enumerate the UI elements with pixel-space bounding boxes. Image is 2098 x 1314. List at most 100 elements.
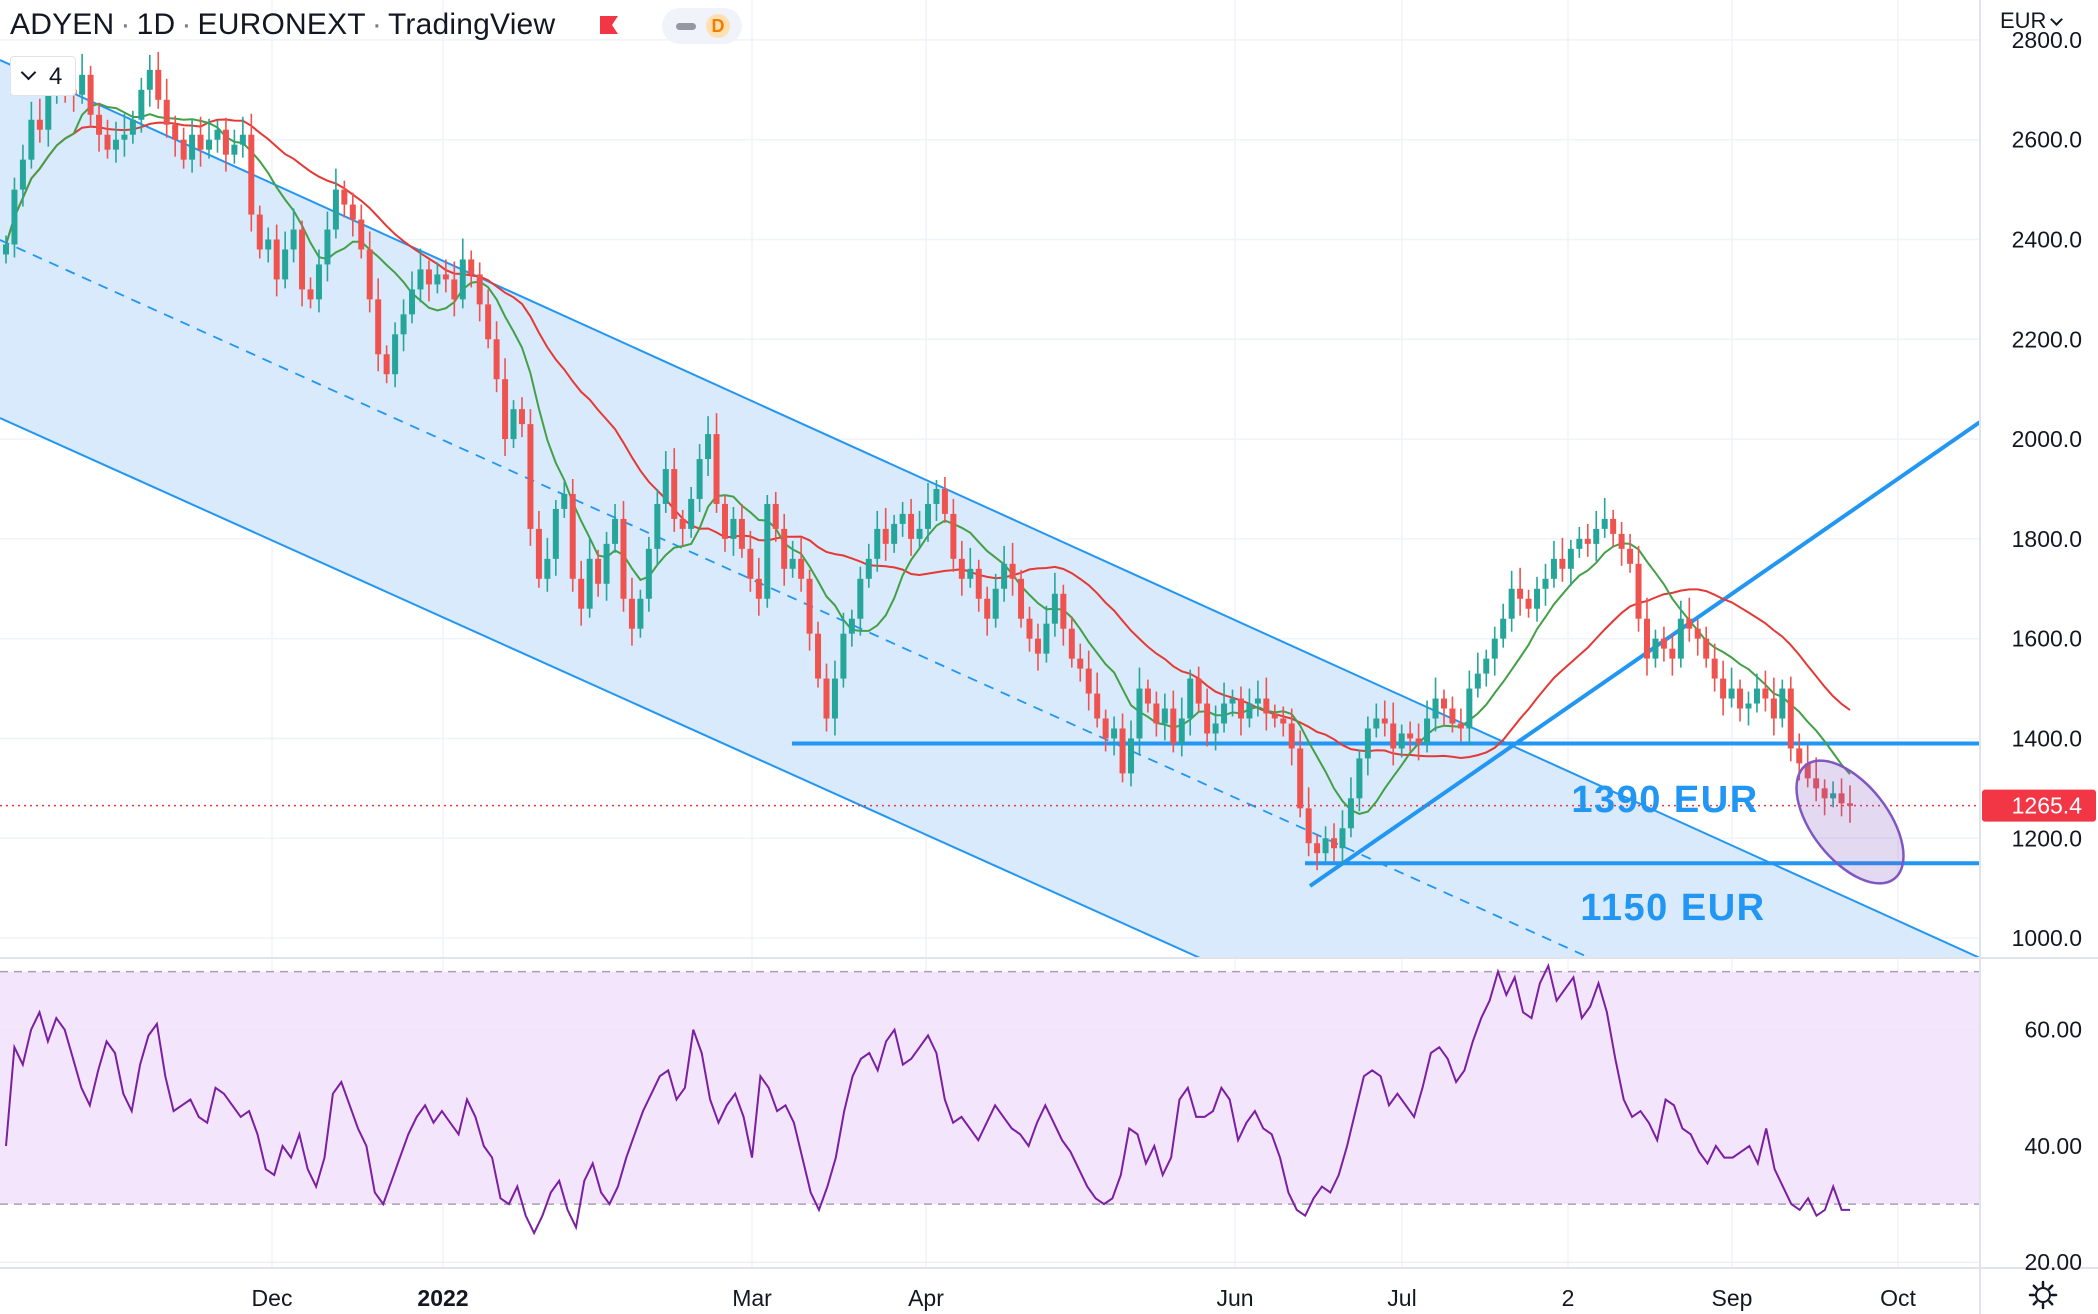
- currency-selector[interactable]: EUR: [2000, 8, 2064, 34]
- candle: [908, 498, 915, 556]
- candle: [1728, 667, 1735, 708]
- time-tick-label: Oct: [1880, 1285, 1916, 1311]
- descending-channel: [0, 59, 1982, 959]
- candle: [299, 220, 306, 307]
- candle: [1804, 745, 1811, 788]
- candle: [1068, 616, 1075, 668]
- moving-average-slow: [5, 118, 1851, 760]
- candle: [11, 177, 18, 258]
- candle: [781, 513, 788, 586]
- candle: [1364, 716, 1371, 776]
- candle: [1373, 703, 1380, 738]
- candle: [1407, 721, 1414, 752]
- candle: [476, 262, 483, 322]
- candle: [865, 543, 872, 588]
- candle: [1026, 606, 1033, 652]
- price-tick-label: 1400.0: [2012, 725, 2082, 751]
- candle: [332, 168, 339, 239]
- candle: [1229, 689, 1236, 717]
- candle: [1237, 686, 1244, 736]
- time-tick-label: 2: [1562, 1285, 1575, 1311]
- flag-icon[interactable]: [598, 14, 620, 36]
- candle: [561, 481, 568, 518]
- candle: [290, 208, 297, 263]
- candle: [1288, 708, 1295, 766]
- candle: [595, 549, 602, 597]
- candle: [1711, 643, 1718, 692]
- candle: [1559, 537, 1566, 582]
- candle: [180, 127, 187, 169]
- minus-icon: [676, 23, 696, 30]
- candle: [409, 271, 416, 324]
- candle: [1085, 650, 1092, 711]
- candle: [1745, 691, 1752, 726]
- candle: [1847, 785, 1853, 823]
- delayed-badge: D: [706, 14, 730, 38]
- candle: [1314, 834, 1321, 871]
- candle: [129, 110, 136, 144]
- rsi-tick-label: 60.00: [2024, 1017, 2082, 1043]
- candle: [1576, 526, 1583, 558]
- candle: [916, 510, 923, 548]
- candle: [755, 557, 762, 616]
- candle: [1762, 670, 1769, 712]
- highlight-ellipse: [1795, 759, 1905, 885]
- candle: [1720, 660, 1727, 716]
- time-tick-label: Jul: [1387, 1285, 1416, 1311]
- candle: [958, 540, 965, 596]
- annotations: 1390 EUR 1150 EUR: [1571, 759, 1905, 929]
- candle: [713, 413, 720, 513]
- candle: [1339, 810, 1346, 866]
- price-tick-label: 1800.0: [2012, 526, 2082, 552]
- candle: [1051, 572, 1058, 637]
- rsi-line: [5, 962, 1850, 1236]
- support-levels: [0, 741, 1980, 866]
- candle: [628, 577, 635, 646]
- candle: [1567, 539, 1574, 586]
- candle: [1770, 677, 1777, 736]
- symbol-header[interactable]: ADYEN · 1D · EURONEXT · TradingView: [10, 8, 555, 42]
- candle: [1643, 597, 1650, 676]
- candle: [315, 249, 322, 313]
- candle: [1077, 643, 1084, 682]
- candle: [882, 507, 889, 561]
- candle: [679, 509, 686, 546]
- candle: [688, 486, 695, 538]
- candle: [1119, 713, 1126, 783]
- candle: [36, 98, 43, 143]
- candle: [1128, 720, 1135, 787]
- price-tick-label: 2000.0: [2012, 426, 2082, 452]
- candle: [975, 559, 982, 612]
- gear-icon[interactable]: [2028, 1280, 2058, 1310]
- candle: [941, 477, 948, 523]
- candle: [1381, 700, 1388, 737]
- candle: [1043, 605, 1050, 663]
- candle: [349, 192, 356, 237]
- candle: [1009, 542, 1016, 596]
- candle: [79, 53, 86, 104]
- candle: [1415, 723, 1422, 761]
- candle: [730, 506, 737, 556]
- candle: [1322, 826, 1329, 863]
- market-status-pill[interactable]: D: [662, 8, 742, 44]
- candle: [535, 510, 542, 588]
- rsi-band: [0, 971, 1980, 1205]
- candle: [1779, 679, 1786, 728]
- candle: [1178, 697, 1185, 757]
- candle: [747, 530, 754, 592]
- candle: [1432, 677, 1439, 732]
- candle: [324, 211, 331, 282]
- candle: [1474, 652, 1481, 698]
- candle: [984, 586, 991, 636]
- indicator-collapse-button[interactable]: 4: [10, 56, 76, 96]
- price-tick-label: 2200.0: [2012, 326, 2082, 352]
- candle: [831, 660, 838, 736]
- candle: [96, 102, 103, 152]
- candle: [19, 144, 26, 207]
- candle: [451, 261, 458, 317]
- candle: [87, 65, 94, 128]
- candle: [705, 416, 712, 477]
- currency-label: EUR: [2000, 8, 2047, 33]
- candle: [1297, 730, 1304, 818]
